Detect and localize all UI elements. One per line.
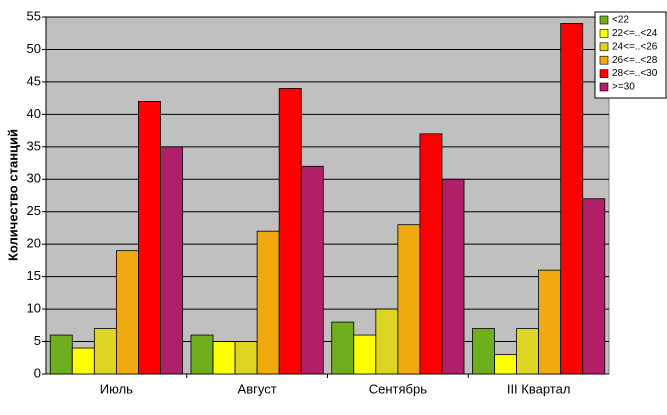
bar (397, 224, 421, 375)
legend-swatch (599, 82, 609, 92)
bar (256, 230, 280, 375)
bar (138, 100, 161, 375)
bar (190, 334, 214, 375)
y-tick-label: 45 (27, 73, 41, 88)
bar (560, 23, 584, 375)
bar (49, 334, 73, 375)
marks: 0 5 10 15 20 25 30 35 40 45 50 55 Июль Август Сентябрь… (27, 8, 609, 396)
legend-swatch (599, 42, 609, 52)
y-tick-label: 5 (34, 333, 41, 348)
bar (472, 328, 495, 375)
bar (115, 250, 139, 375)
bar (538, 269, 562, 375)
y-tick-label: 10 (27, 301, 41, 316)
legend-swatch (599, 55, 609, 65)
bar (441, 178, 465, 375)
legend-label: >=30 (612, 82, 635, 93)
bar (331, 321, 355, 375)
x-tick-label: Август (238, 381, 277, 396)
legend-swatch (599, 29, 609, 38)
x-tick-label: Июль (100, 381, 133, 396)
y-tick-label: 25 (27, 203, 41, 218)
legend-label: 22<=..<24 (612, 28, 658, 39)
legend-label: 24<=..<26 (612, 41, 658, 52)
bar (234, 341, 258, 375)
y-tick-label: 0 (34, 365, 41, 380)
legend-swatch (599, 15, 609, 25)
bar (300, 165, 324, 375)
y-tick-label: 40 (27, 106, 41, 121)
bar (582, 198, 606, 375)
bar (278, 88, 302, 375)
legend-label: <22 (612, 15, 629, 26)
bar (419, 133, 443, 375)
x-tick-label: Сентябрь (369, 381, 427, 396)
y-tick-label: 30 (27, 171, 41, 186)
legend-label: 28<=..<30 (612, 68, 658, 79)
y-tick-label: 20 (27, 236, 41, 251)
bar (494, 354, 517, 375)
y-axis-label: Количество станций (5, 129, 20, 261)
x-tick-label: III Квартал (507, 381, 571, 396)
y-tick-label: 35 (27, 138, 41, 153)
bar (212, 341, 236, 375)
bar (93, 328, 117, 375)
bar (71, 347, 95, 375)
y-tick-label: 15 (27, 268, 41, 283)
bar (516, 328, 540, 375)
legend: <22 22<=..<24 24<=..<26 26<=..<28 28<=..<30 >… (594, 11, 667, 99)
bar (353, 334, 377, 375)
legend-label: 26<=..<28 (612, 55, 658, 66)
y-tick-label: 55 (27, 8, 41, 23)
legend-swatch (599, 69, 609, 78)
bar (160, 146, 183, 375)
y-tick-label: 50 (27, 41, 41, 56)
bar (375, 308, 399, 375)
